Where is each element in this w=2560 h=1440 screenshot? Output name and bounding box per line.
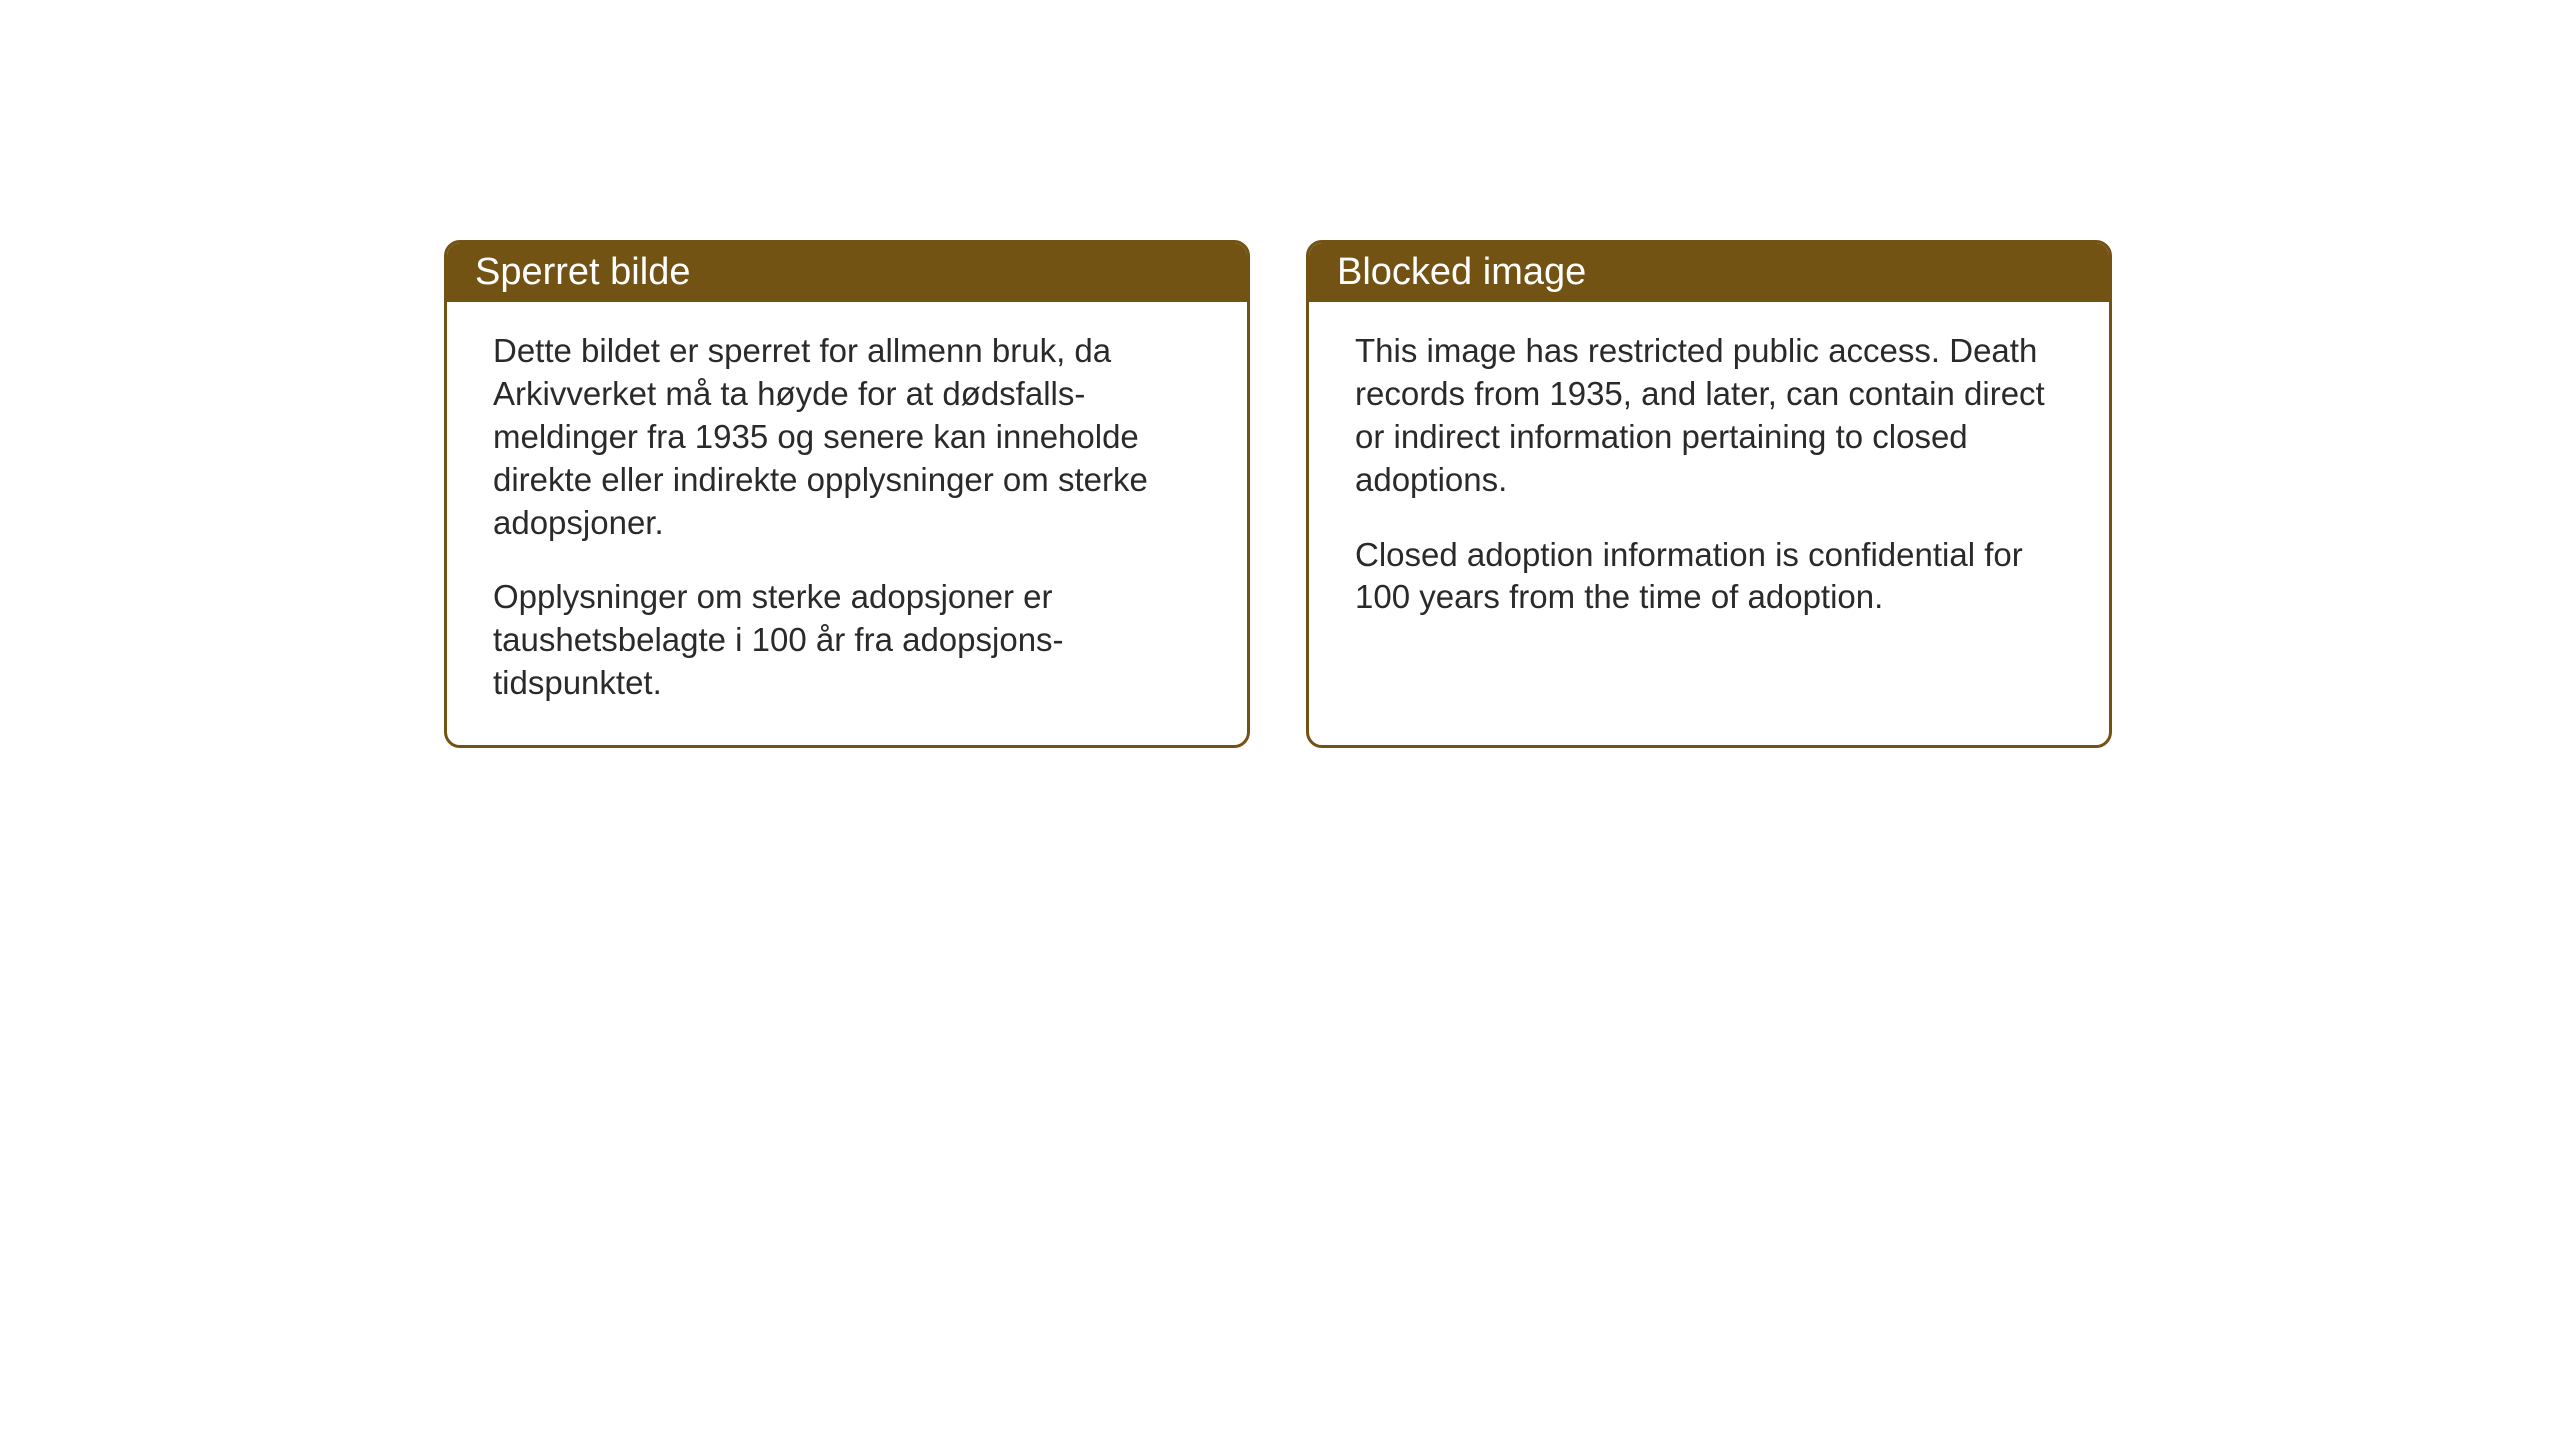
notice-box-norwegian: Sperret bilde Dette bildet er sperret fo…	[444, 240, 1250, 748]
notice-title-english: Blocked image	[1337, 251, 1586, 293]
notice-box-english: Blocked image This image has restricted …	[1306, 240, 2112, 748]
notice-header-norwegian: Sperret bilde	[447, 243, 1247, 302]
notice-container: Sperret bilde Dette bildet er sperret fo…	[444, 240, 2112, 748]
notice-paragraph-2-norwegian: Opplysninger om sterke adopsjoner er tau…	[493, 576, 1201, 705]
notice-body-norwegian: Dette bildet er sperret for allmenn bruk…	[447, 302, 1247, 745]
notice-paragraph-1-english: This image has restricted public access.…	[1355, 330, 2063, 502]
notice-title-norwegian: Sperret bilde	[475, 251, 690, 293]
notice-body-english: This image has restricted public access.…	[1309, 302, 2109, 659]
notice-paragraph-2-english: Closed adoption information is confident…	[1355, 534, 2063, 620]
notice-header-english: Blocked image	[1309, 243, 2109, 302]
notice-paragraph-1-norwegian: Dette bildet er sperret for allmenn bruk…	[493, 330, 1201, 544]
